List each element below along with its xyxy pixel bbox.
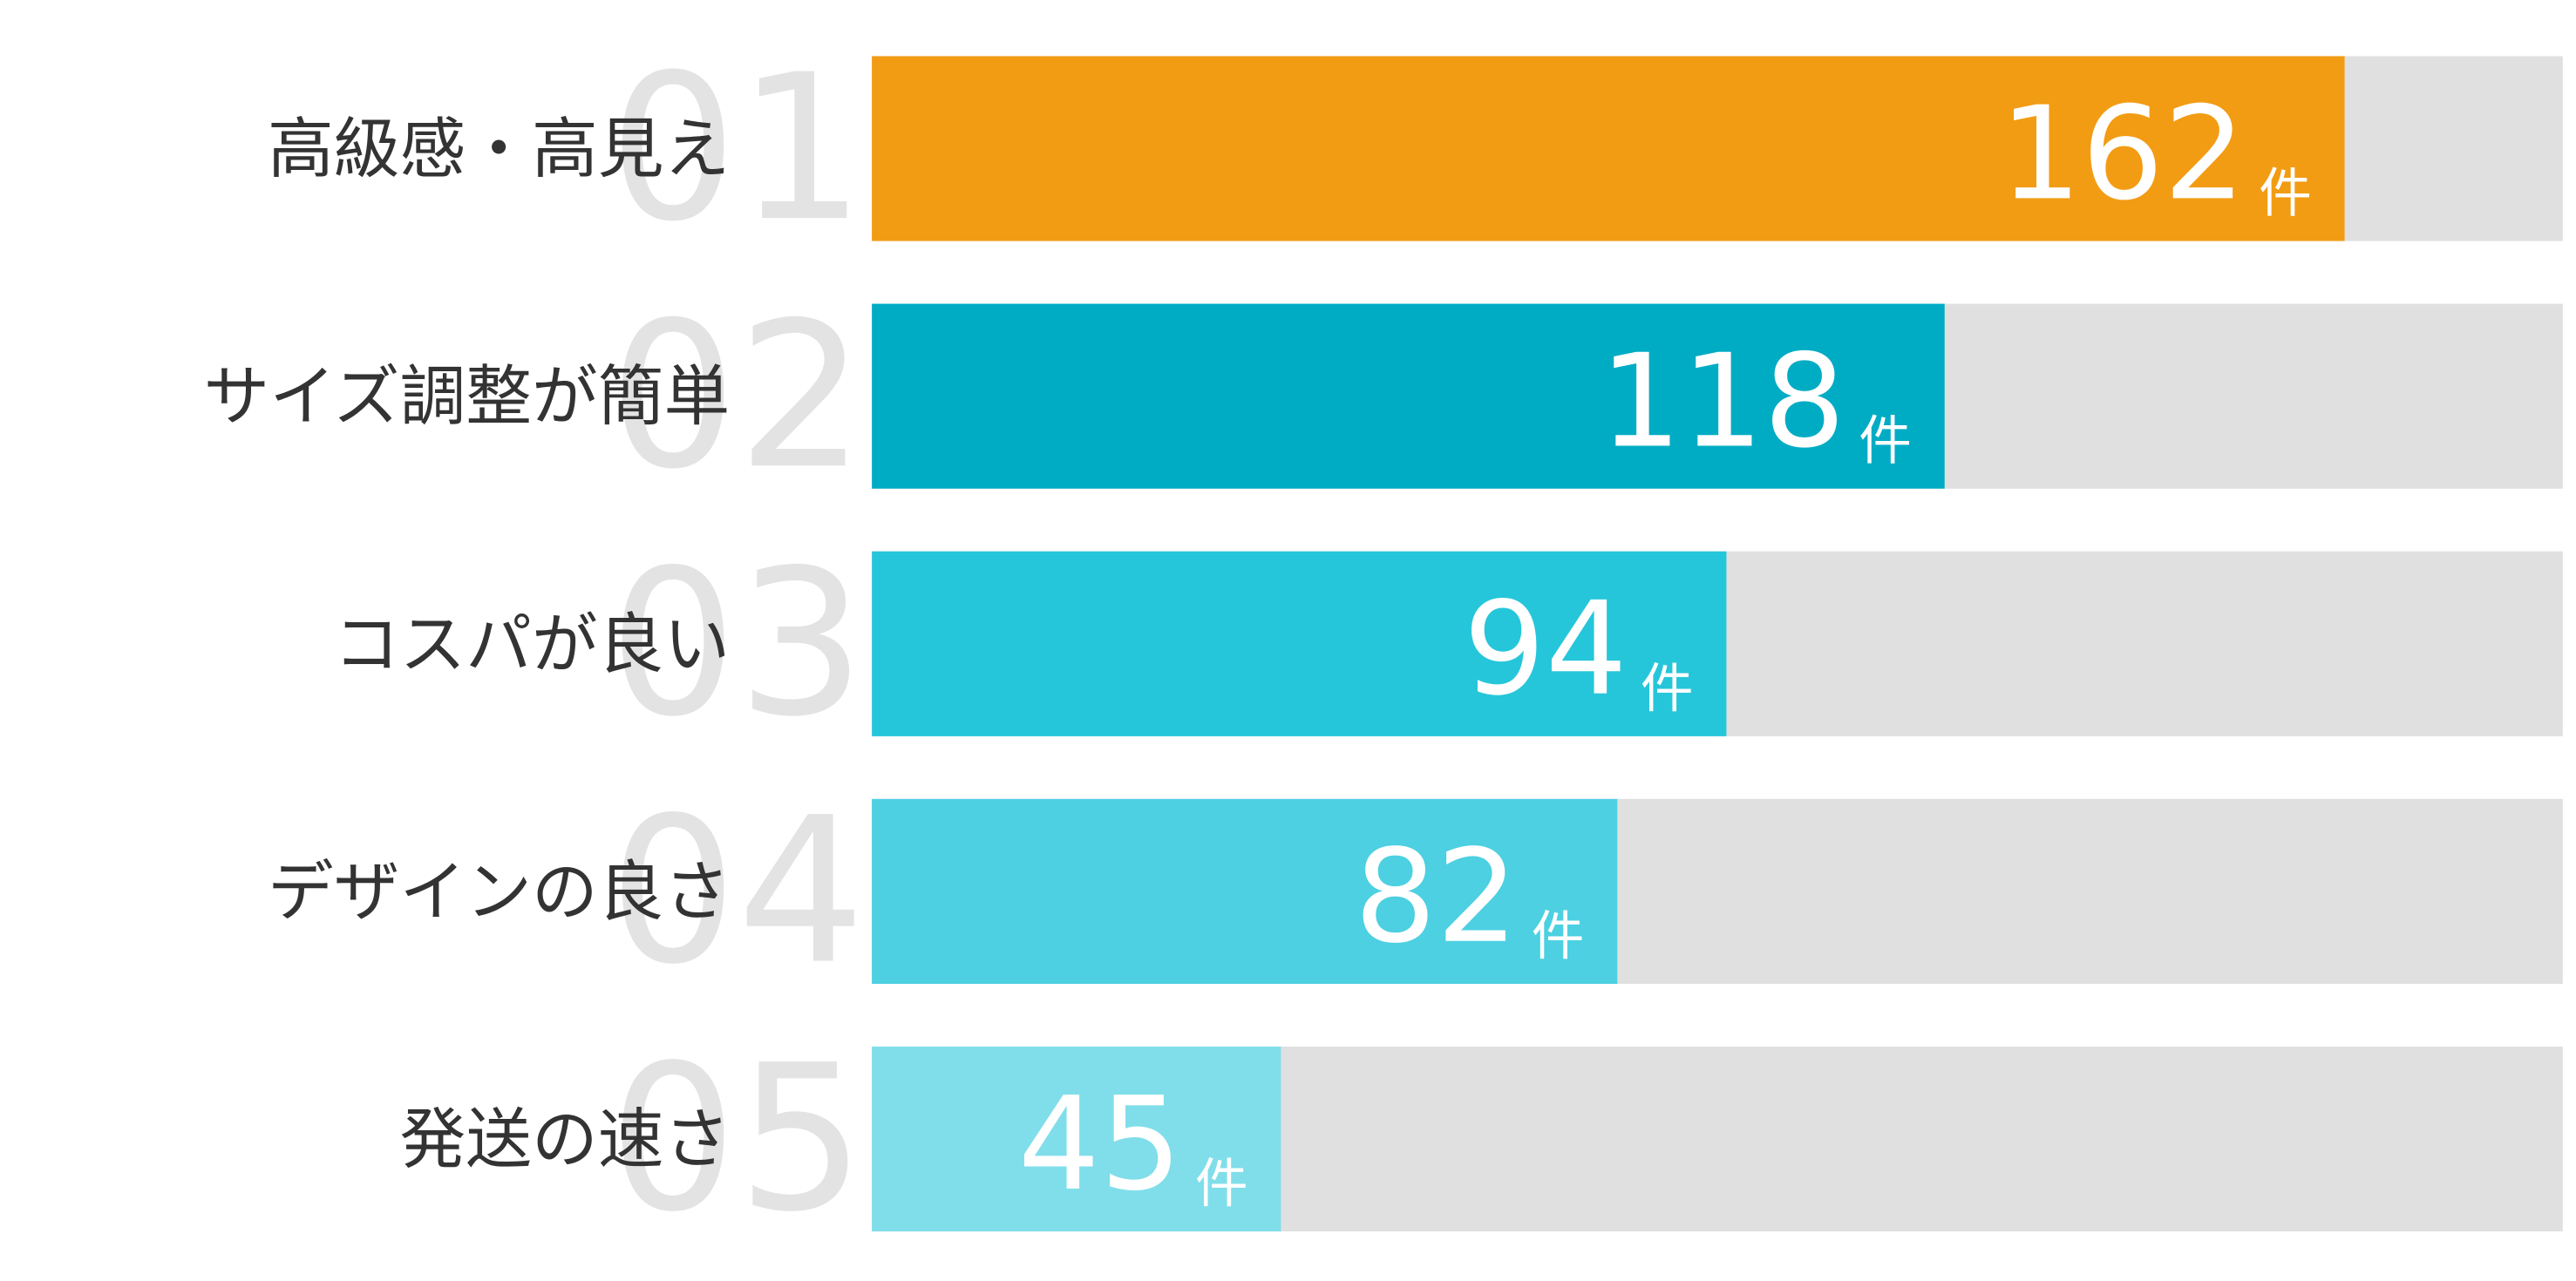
category-label: 高級感・高見え	[268, 111, 730, 187]
rank-number: 02	[609, 278, 866, 513]
rank-number: 01	[609, 30, 866, 266]
category-label: 発送の速さ	[399, 1101, 730, 1178]
value-label: 82	[1355, 822, 1519, 972]
rank-number: 05	[609, 1021, 866, 1257]
bar	[872, 798, 1618, 984]
bar	[872, 551, 1727, 736]
rank-number: 03	[609, 525, 866, 761]
bar	[872, 303, 1945, 489]
bar	[872, 56, 2345, 241]
value-label: 162	[2000, 78, 2246, 228]
value-unit: 件	[1532, 906, 1585, 967]
bar	[872, 1046, 1281, 1232]
value-label: 45	[1018, 1069, 1182, 1219]
category-label: コスパが良い	[334, 606, 731, 682]
value-unit: 件	[2259, 164, 2312, 225]
category-label: サイズ調整が簡単	[204, 358, 731, 435]
value-label: 118	[1600, 326, 1845, 476]
value-unit: 件	[1859, 411, 1912, 472]
category-label: デザインの良さ	[268, 853, 730, 930]
value-unit: 件	[1195, 1154, 1248, 1215]
rank-number: 04	[609, 773, 866, 1008]
value-label: 94	[1464, 574, 1628, 724]
value-unit: 件	[1641, 659, 1694, 720]
